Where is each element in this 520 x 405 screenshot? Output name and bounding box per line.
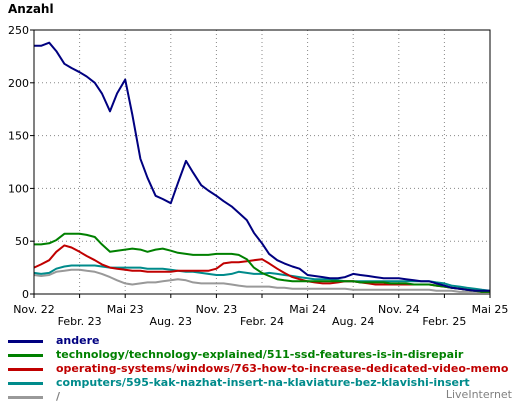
x-tick-label: Mai 24	[289, 303, 326, 316]
legend: andere technology/technology-explained/51…	[8, 334, 518, 404]
series-layer	[33, 41, 491, 293]
y-tick-label: 0	[22, 288, 29, 301]
x-tick-label: Febr. 23	[58, 315, 102, 328]
legend-swatch	[8, 368, 43, 371]
legend-item: /	[8, 390, 518, 404]
legend-item: computers/595-kak-nazhat-insert-na-klavi…	[8, 376, 518, 390]
y-axis-label: Anzahl	[8, 2, 54, 16]
watermark: LiveInternet	[445, 388, 512, 401]
x-tick-label: Nov. 22	[13, 303, 55, 316]
y-tick-label: 150	[8, 130, 29, 143]
legend-label: technology/technology-explained/511-ssd-…	[56, 348, 464, 361]
legend-item: andere	[8, 334, 518, 348]
legend-label: computers/595-kak-nazhat-insert-na-klavi…	[56, 376, 470, 389]
legend-item: operating-systems/windows/763-how-to-inc…	[8, 362, 518, 376]
legend-swatch	[8, 340, 43, 343]
line-chart: Anzahl 0 50 100 150 200 250 Nov. 22 Mai 23 Nov. …	[8, 2, 508, 328]
y-tick-label: 50	[15, 235, 29, 248]
legend-item: technology/technology-explained/511-ssd-…	[8, 348, 518, 362]
legend-label: /	[56, 390, 61, 403]
axes: 0 50 100 150 200 250 Nov. 22 Mai 23 Nov. 23 Mai 2…	[8, 24, 508, 328]
legend-swatch	[8, 396, 43, 399]
series-line	[33, 268, 490, 293]
series-line	[34, 41, 490, 292]
y-tick-label: 200	[8, 77, 29, 90]
y-tick-label: 100	[8, 182, 29, 195]
x-tick-label: Nov. 23	[196, 303, 238, 316]
x-tick-label: Febr. 25	[422, 315, 466, 328]
legend-swatch	[8, 382, 43, 385]
x-tick-label: Mai 23	[107, 303, 144, 316]
plot-frame	[33, 29, 491, 295]
series-line	[34, 232, 490, 293]
x-tick-label: Aug. 24	[332, 315, 374, 328]
legend-swatch	[8, 354, 43, 357]
x-tick-label: Mai 25	[472, 303, 509, 316]
x-tick-label: Aug. 23	[150, 315, 192, 328]
legend-label: operating-systems/windows/763-how-to-inc…	[56, 362, 509, 375]
grid	[34, 29, 490, 294]
x-tick-label: Nov. 24	[378, 303, 420, 316]
y-tick-label: 250	[8, 24, 29, 37]
legend-label: andere	[56, 334, 100, 347]
x-tick-label: Febr. 24	[240, 315, 284, 328]
